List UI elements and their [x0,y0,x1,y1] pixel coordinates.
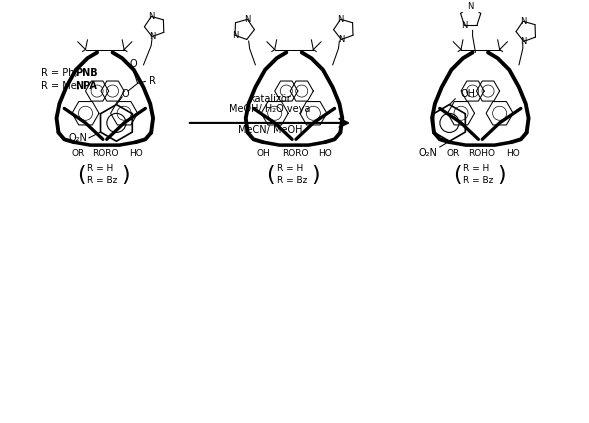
Text: ROHO: ROHO [468,149,495,158]
Text: RORO: RORO [92,149,119,158]
Text: (: ( [77,165,86,185]
Text: N: N [468,2,474,11]
Text: MeOH/ H₂O veya: MeOH/ H₂O veya [229,104,310,114]
Text: O: O [121,89,129,99]
Text: N: N [337,15,344,24]
Text: N: N [461,21,468,30]
Text: R = H: R = H [277,165,303,173]
Text: ): ) [497,165,506,185]
Text: R = Bz: R = Bz [87,176,118,185]
Text: PNB: PNB [75,68,98,78]
Text: MeCN/ MeOH: MeCN/ MeOH [237,125,302,135]
Text: (: ( [453,165,461,185]
Text: OH: OH [460,89,475,99]
Text: R: R [149,77,156,86]
Text: O: O [130,59,138,69]
Text: OH: OH [256,149,270,158]
Text: R = Bz: R = Bz [277,176,307,185]
Text: ): ) [311,165,320,185]
Text: (: ( [267,165,275,185]
Text: N: N [338,35,345,44]
Text: N: N [520,17,526,26]
Text: OR: OR [71,149,84,158]
Text: NPA: NPA [75,81,97,91]
Text: N: N [244,15,251,24]
Text: O₂N: O₂N [419,148,438,158]
Text: R = Ph,: R = Ph, [41,68,81,78]
Text: N: N [232,31,238,40]
Text: N: N [521,37,527,46]
Text: RORO: RORO [282,149,308,158]
Text: HO: HO [318,149,332,158]
Text: N: N [148,12,154,21]
Text: HO: HO [129,149,143,158]
Text: R = H: R = H [87,165,114,173]
Text: katalizör: katalizör [249,93,291,104]
Text: R = Bz: R = Bz [463,176,494,185]
Text: R = H: R = H [463,165,489,173]
Text: O₂N: O₂N [68,133,87,143]
Text: HO: HO [507,149,520,158]
Text: R = Me,: R = Me, [41,81,83,91]
Text: ): ) [122,165,130,185]
Text: OR: OR [446,149,460,158]
Text: N: N [149,32,155,41]
